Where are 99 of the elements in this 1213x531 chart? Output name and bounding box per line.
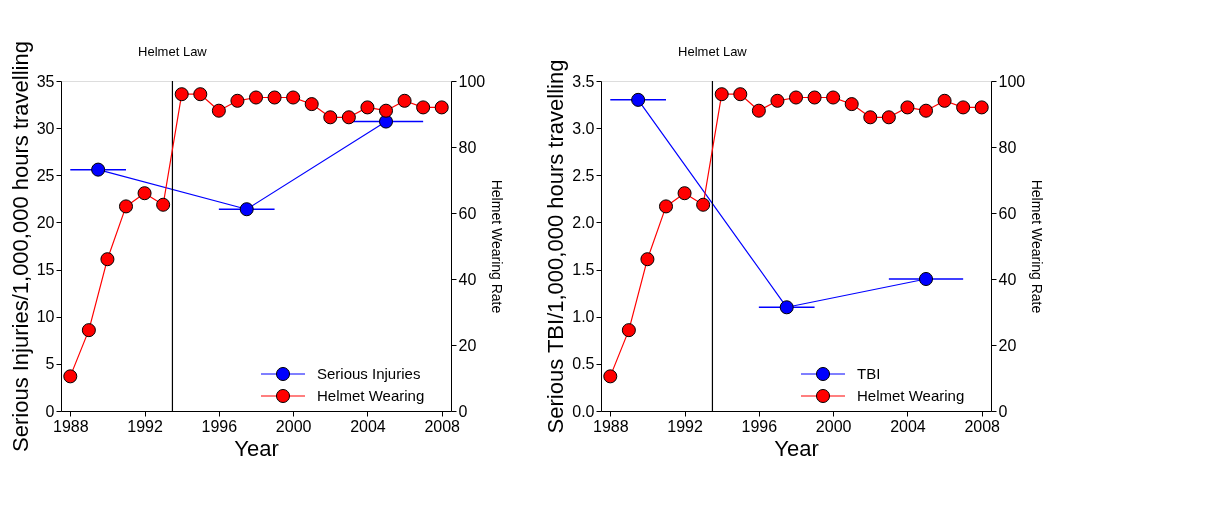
y-tick-label: 10 — [36, 308, 55, 326]
legend-label: TBI — [857, 365, 881, 382]
point — [788, 90, 804, 105]
x-axis-title: Year — [774, 435, 819, 461]
y2-tick-label: 40 — [458, 270, 477, 288]
y-tick-label: 5 — [45, 355, 55, 373]
point — [918, 271, 934, 287]
point — [733, 87, 748, 102]
point — [267, 90, 282, 105]
point — [918, 103, 934, 118]
x-tick-label: 2000 — [275, 417, 312, 435]
point — [63, 369, 78, 384]
y2-axis-title: Helmet Wearing Rate — [489, 179, 506, 314]
x-tick-label: 1988 — [592, 417, 629, 435]
y2-tick-label: 60 — [998, 204, 1017, 222]
y2-tick-label: 80 — [458, 138, 477, 156]
point — [100, 252, 115, 267]
y-tick-label: 0.0 — [572, 402, 595, 420]
y2-tick-label: 60 — [458, 204, 477, 222]
y-tick-label: 0.5 — [572, 355, 595, 373]
point — [378, 103, 394, 118]
y2-tick-label: 0 — [998, 402, 1008, 420]
point — [881, 110, 896, 125]
y-tick-label: 1.0 — [572, 308, 595, 326]
point — [658, 199, 674, 214]
point — [360, 100, 375, 115]
x-tick-label: 1988 — [52, 417, 89, 435]
x-tick-label: 2004 — [890, 417, 926, 435]
x-tick-label: 1992 — [127, 417, 163, 435]
point — [863, 110, 878, 125]
point — [434, 100, 449, 115]
legend-label: Helmet Wearing — [317, 387, 425, 404]
y-tick-label: 2.5 — [572, 166, 595, 184]
ref-line-label: Helmet Law — [678, 44, 748, 59]
point — [696, 197, 711, 212]
point — [640, 252, 655, 267]
y2-tick-label: 40 — [998, 270, 1017, 288]
point — [137, 186, 152, 201]
point — [397, 93, 412, 108]
point — [416, 100, 431, 115]
y-tick-label: 35 — [36, 72, 55, 90]
y2-tick-label: 20 — [458, 336, 477, 354]
point — [714, 87, 729, 102]
point — [751, 103, 766, 118]
point — [304, 97, 319, 112]
y-tick-label: 2.0 — [572, 213, 595, 231]
point — [156, 197, 171, 212]
y-axis-title: Serious TBI/1,000,000 hours travelling — [543, 59, 569, 434]
point — [956, 100, 971, 115]
point — [211, 103, 226, 118]
y-tick-label: 0 — [45, 402, 55, 420]
x-tick-label: 2008 — [964, 417, 1001, 435]
y2-tick-label: 0 — [458, 402, 468, 420]
point — [621, 323, 636, 338]
point — [248, 90, 264, 105]
y2-tick-label: 80 — [998, 138, 1017, 156]
point — [900, 100, 915, 115]
x-axis-title: Year — [234, 435, 279, 461]
legend-label: Helmet Wearing — [857, 387, 965, 404]
y-tick-label: 1.5 — [572, 261, 595, 279]
point — [239, 202, 254, 217]
point — [937, 93, 952, 108]
point — [230, 93, 245, 108]
y2-tick-label: 100 — [998, 72, 1026, 90]
point — [677, 186, 692, 201]
point — [807, 90, 822, 105]
legend-label: Serious Injuries — [317, 365, 421, 382]
y-tick-label: 25 — [36, 166, 55, 184]
point — [118, 199, 134, 214]
point — [91, 162, 106, 177]
point — [341, 110, 356, 125]
y2-tick-label: 20 — [998, 336, 1017, 354]
x-tick-label: 1996 — [741, 417, 778, 435]
x-tick-label: 2000 — [815, 417, 852, 435]
y-tick-label: 15 — [36, 261, 55, 279]
point — [286, 90, 301, 105]
y-axis-title: Serious Injuries/1,000,000 hours travelling — [7, 41, 33, 452]
y-tick-label: 30 — [36, 119, 55, 137]
point — [81, 323, 96, 338]
point — [779, 300, 794, 315]
y-tick-label: 3.0 — [572, 119, 595, 137]
x-tick-label: 1992 — [667, 417, 703, 435]
point — [323, 110, 338, 125]
point — [974, 100, 989, 115]
x-tick-label: 1996 — [201, 417, 238, 435]
x-tick-label: 2004 — [350, 417, 386, 435]
point — [631, 92, 646, 107]
point — [603, 369, 618, 384]
y-tick-label: 20 — [36, 213, 55, 231]
point — [770, 93, 785, 108]
point — [193, 87, 208, 102]
point — [844, 97, 859, 112]
x-tick-label: 2008 — [424, 417, 461, 435]
point — [174, 87, 189, 102]
y2-axis-title: Helmet Wearing Rate — [1029, 179, 1046, 314]
ref-line-label: Helmet Law — [138, 44, 208, 59]
y-tick-label: 3.5 — [572, 72, 595, 90]
y2-tick-label: 100 — [458, 72, 486, 90]
point — [826, 90, 841, 105]
